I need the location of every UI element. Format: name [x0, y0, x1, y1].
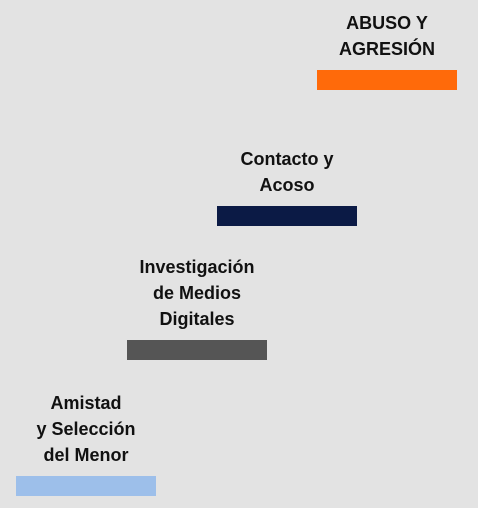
- stage-contacto-acoso: Contacto y Acoso: [207, 146, 367, 226]
- stage-bar: [127, 340, 267, 360]
- stage-label: ABUSO Y AGRESIÓN: [338, 13, 435, 59]
- stage-investigacion-medios-digitales: Investigación de Medios Digitales: [117, 254, 277, 360]
- stage-bar: [217, 206, 357, 226]
- stage-label: Investigación de Medios Digitales: [139, 257, 255, 329]
- stage-abuso-agresion: ABUSO Y AGRESIÓN: [307, 10, 467, 90]
- stage-bar: [16, 476, 156, 496]
- stage-label: Contacto y Acoso: [240, 149, 334, 195]
- stage-bar: [317, 70, 457, 90]
- stage-label: Amistad y Selección del Menor: [36, 393, 136, 465]
- stage-amistad-seleccion-menor: Amistad y Selección del Menor: [6, 390, 166, 496]
